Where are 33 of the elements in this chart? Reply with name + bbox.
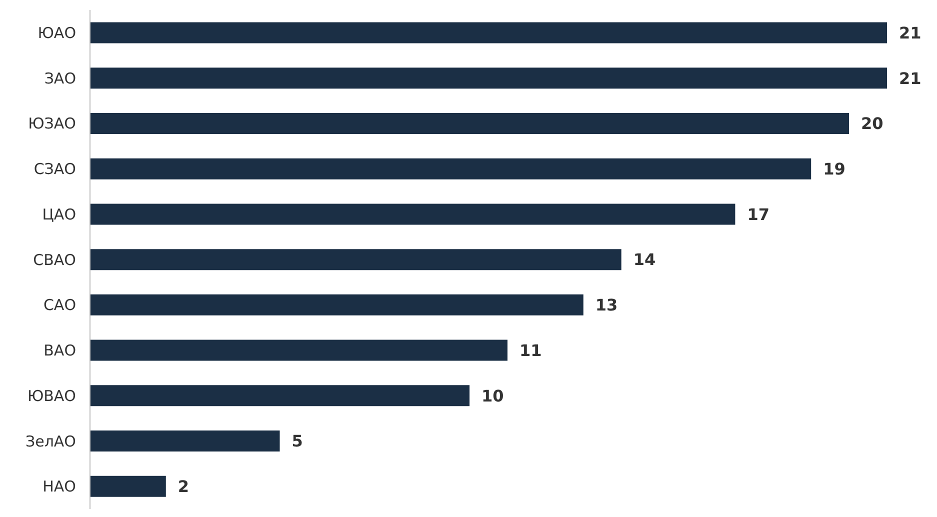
bar xyxy=(90,340,508,361)
y-tick-label: ЗелАО xyxy=(25,432,76,450)
bar xyxy=(90,294,584,316)
y-tick-label: СЗАО xyxy=(34,160,76,178)
y-tick-label: ВАО xyxy=(44,342,76,360)
y-tick-label: ЮАО xyxy=(38,24,76,42)
y-tick-label: ЮЗАО xyxy=(28,114,76,133)
bar xyxy=(90,430,280,452)
bar xyxy=(90,158,812,180)
data-label: 21 xyxy=(899,68,922,88)
data-label: 21 xyxy=(899,23,922,42)
data-label: 14 xyxy=(633,250,656,270)
y-tick-label: ЮВАО xyxy=(27,386,76,405)
bar xyxy=(90,22,887,44)
bar xyxy=(90,385,470,406)
data-label: 2 xyxy=(178,477,190,496)
bar xyxy=(90,204,736,225)
data-label: 11 xyxy=(519,340,542,360)
y-tick-label: ЗАО xyxy=(44,69,76,88)
y-tick-label: НАО xyxy=(42,478,76,496)
data-label: 5 xyxy=(292,432,303,451)
data-label: 20 xyxy=(861,114,884,134)
bar xyxy=(90,112,850,134)
bar xyxy=(90,476,166,497)
data-label: 13 xyxy=(595,296,618,315)
bar xyxy=(90,68,887,89)
data-label: 19 xyxy=(823,160,846,179)
y-tick-label: ЦАО xyxy=(42,205,76,224)
bar xyxy=(90,249,622,270)
y-tick-label: СВАО xyxy=(33,250,76,269)
data-label: 17 xyxy=(747,204,770,224)
y-tick-label: САО xyxy=(43,296,76,314)
data-label: 10 xyxy=(482,386,504,406)
